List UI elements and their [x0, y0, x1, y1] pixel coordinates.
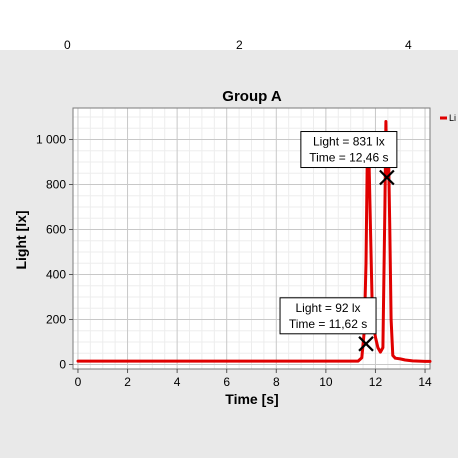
x-tick-label: 8	[273, 375, 280, 389]
x-axis-title: Time [s]	[225, 391, 278, 407]
y-tick-label: 600	[46, 223, 66, 237]
annotation-layer: Light = 92 lx Time = 11,62 s Light = 831 l…	[279, 131, 398, 352]
x-tick-label: 12	[369, 375, 383, 389]
series-layer	[76, 120, 432, 363]
annotation: Light = 92 lx Time = 11,62 s	[279, 297, 377, 352]
series-line	[76, 120, 432, 363]
y-axis: 0 200 400 600 800 1 000	[36, 133, 73, 372]
y-tick-label: 400	[46, 268, 66, 282]
annotation-label: Light = 92 lx	[296, 301, 361, 315]
y-tick-label: 800	[46, 178, 66, 192]
top-tick-label: 2	[236, 38, 243, 52]
y-axis-title: Light [lx]	[13, 210, 29, 269]
y-tick-label: 1 000	[36, 133, 66, 147]
legend: Li	[440, 113, 456, 123]
x-tick-label: 14	[418, 375, 432, 389]
legend-label: Li	[449, 113, 456, 123]
x-tick-label: 2	[124, 375, 131, 389]
plot-frame	[72, 107, 431, 370]
annotation-label: Time = 11,62 s	[289, 317, 367, 331]
major-gridlines	[73, 108, 430, 369]
x-tick-label: 0	[75, 375, 82, 389]
x-tick-label: 10	[319, 375, 333, 389]
y-tick-label: 0	[59, 358, 66, 372]
chart-title: Group A	[222, 88, 282, 105]
annotation-label: Time = 12,46 s	[309, 151, 388, 165]
annotation-box	[300, 131, 398, 169]
x-tick-label: 6	[223, 375, 230, 389]
x-marker	[358, 336, 374, 352]
annotation-label: Light = 831 lx	[313, 135, 385, 149]
top-tick-label: 0	[64, 38, 71, 52]
y-tick-label: 200	[46, 313, 66, 327]
x-axis: 0 2 4 6 8 10 12 14	[75, 369, 432, 389]
x-tick-label: 4	[174, 375, 181, 389]
x-marker	[379, 169, 395, 186]
top-tick-label: 4	[405, 38, 412, 52]
annotation-box	[279, 297, 377, 335]
top-axis-strip: 0 2 4	[0, 0, 458, 52]
annotation: Light = 831 lx Time = 12,46 s	[300, 131, 398, 186]
